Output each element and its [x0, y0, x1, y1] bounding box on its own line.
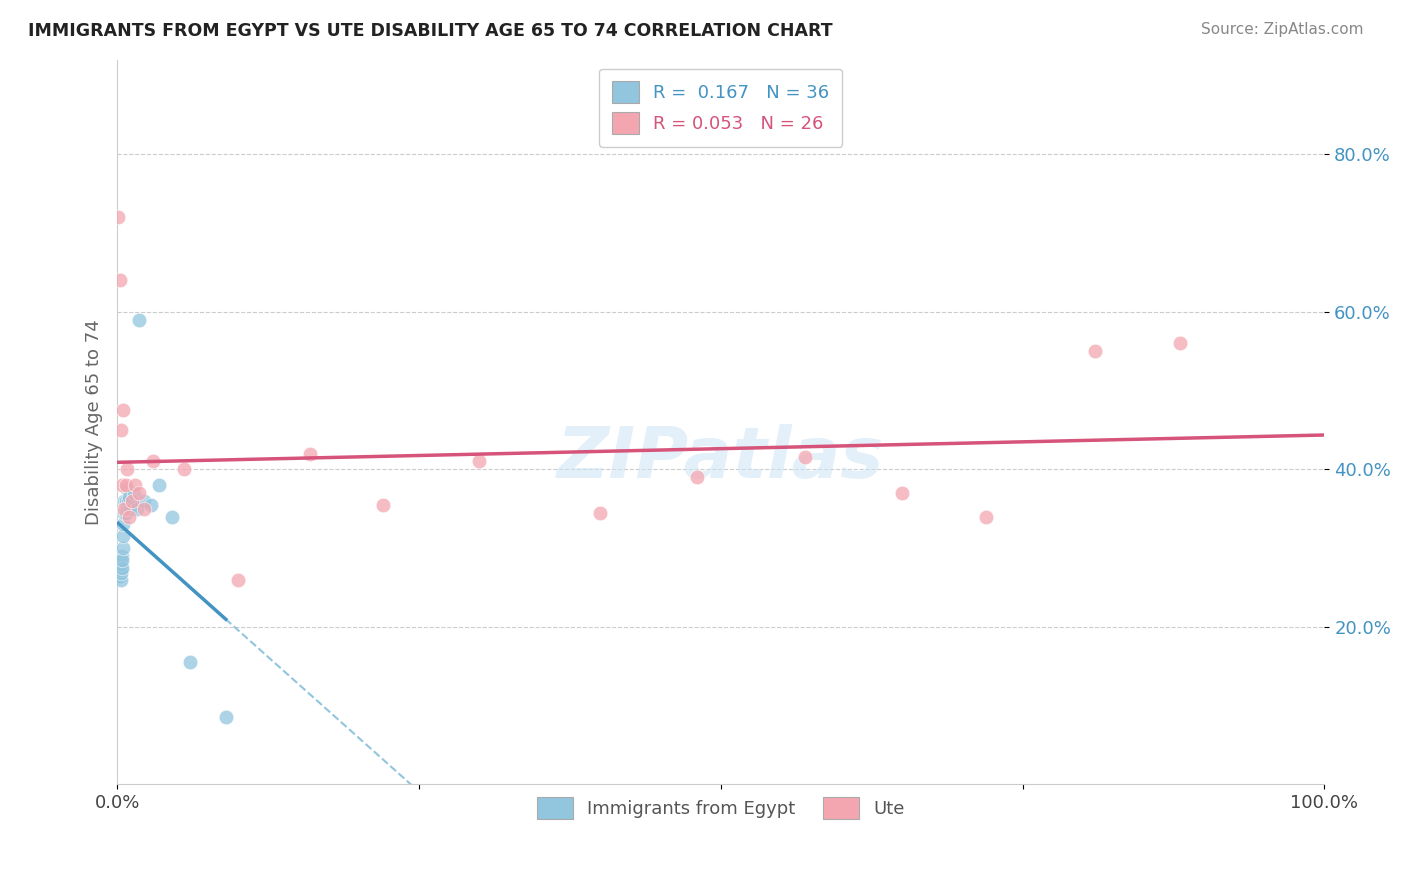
Point — [173, 462, 195, 476]
Point — [132, 493, 155, 508]
Point — [299, 446, 322, 460]
Point — [111, 553, 134, 567]
Point — [112, 403, 135, 417]
Point — [121, 493, 143, 508]
Point — [115, 501, 138, 516]
Point — [117, 493, 139, 508]
Point — [976, 509, 998, 524]
Point — [107, 568, 129, 582]
Point — [118, 490, 141, 504]
Point — [160, 509, 183, 524]
Point — [139, 498, 162, 512]
Point — [794, 450, 817, 465]
Point — [107, 210, 129, 224]
Point — [179, 656, 201, 670]
Point — [114, 506, 136, 520]
Point — [148, 478, 170, 492]
Point — [120, 501, 142, 516]
Point — [108, 557, 131, 571]
Point — [108, 568, 131, 582]
Point — [112, 541, 135, 555]
Y-axis label: Disability Age 65 to 74: Disability Age 65 to 74 — [86, 319, 103, 524]
Point — [215, 710, 238, 724]
Point — [112, 529, 135, 543]
Point — [108, 561, 131, 575]
Point — [1084, 344, 1107, 359]
Point — [115, 462, 138, 476]
Point — [371, 498, 394, 512]
Point — [110, 557, 132, 571]
Point — [111, 561, 134, 575]
Point — [114, 501, 136, 516]
Point — [890, 486, 912, 500]
Point — [114, 506, 136, 520]
Point — [226, 573, 249, 587]
Point — [115, 482, 138, 496]
Point — [107, 553, 129, 567]
Point — [468, 454, 491, 468]
Point — [114, 478, 136, 492]
Point — [122, 486, 145, 500]
Point — [110, 573, 132, 587]
Point — [125, 501, 148, 516]
Point — [121, 493, 143, 508]
Point — [111, 478, 134, 492]
Point — [128, 312, 150, 326]
Point — [114, 493, 136, 508]
Point — [124, 478, 146, 492]
Text: IMMIGRANTS FROM EGYPT VS UTE DISABILITY AGE 65 TO 74 CORRELATION CHART: IMMIGRANTS FROM EGYPT VS UTE DISABILITY … — [28, 22, 832, 40]
Point — [110, 566, 132, 581]
Point — [142, 454, 165, 468]
Point — [110, 423, 132, 437]
Point — [589, 506, 612, 520]
Point — [118, 509, 141, 524]
Text: Source: ZipAtlas.com: Source: ZipAtlas.com — [1201, 22, 1364, 37]
Point — [1168, 336, 1191, 351]
Point — [110, 563, 132, 577]
Point — [114, 493, 136, 508]
Point — [128, 486, 150, 500]
Point — [132, 501, 155, 516]
Point — [685, 470, 707, 484]
Point — [108, 565, 131, 579]
Point — [107, 561, 129, 575]
Point — [111, 549, 134, 563]
Point — [112, 517, 135, 532]
Text: ZIPatlas: ZIPatlas — [557, 424, 884, 492]
Legend: Immigrants from Egypt, Ute: Immigrants from Egypt, Ute — [530, 789, 912, 826]
Point — [108, 273, 131, 287]
